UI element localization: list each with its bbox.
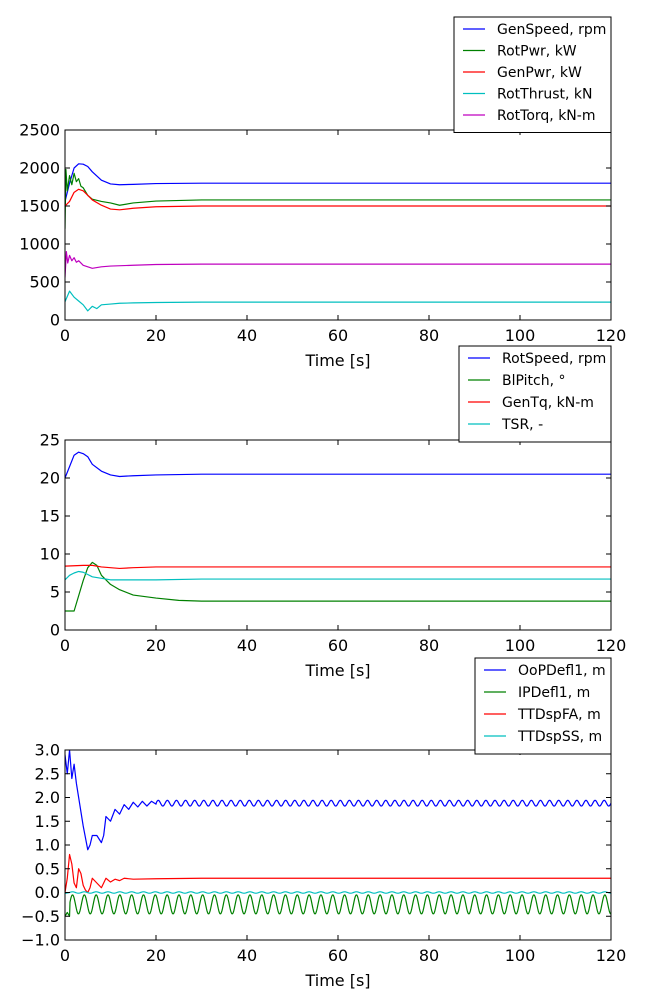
x-tick-label: 40 [237, 946, 257, 965]
plot-area [65, 750, 611, 940]
x-tick-label: 60 [328, 946, 348, 965]
series-line-1 [65, 451, 611, 479]
legend-label: TSR, - [501, 417, 543, 433]
x-tick-label: 0 [60, 636, 70, 655]
y-tick-label: 0.5 [35, 859, 60, 878]
legend-box [458, 345, 612, 443]
x-tick-label: 20 [146, 946, 166, 965]
x-tick-label: 0 [60, 946, 70, 965]
series-line-3 [65, 853, 611, 894]
x-tick-label: 60 [328, 326, 348, 345]
y-tick-label: 1.0 [35, 836, 60, 855]
x-tick-label: 60 [328, 636, 348, 655]
series-line-5 [65, 251, 611, 278]
legend-label: TTDspSS, m [517, 729, 602, 745]
chart-panel-3: 0 20 40 60 80 100 120 −1.0 −0.5 0.0 0.5 1.0 1.5 2.0 2.… [21, 657, 627, 990]
legend-label: RotTorq, kN-m [497, 108, 595, 124]
y-tick-label: 2.5 [35, 764, 60, 783]
legend-label: RotThrust, kN [497, 87, 592, 103]
x-tick-label: 80 [419, 326, 439, 345]
y-tick-label: 0.0 [35, 883, 60, 902]
chart-panel-2: 0 20 40 60 80 100 120 0 5 10 15 20 25 Time [s] RotSpee… [40, 345, 627, 680]
y-tick-label: 1000 [19, 235, 60, 254]
y-tick-label: −0.5 [21, 907, 60, 926]
y-tick-label: 3.0 [35, 741, 60, 760]
series-line-4 [65, 290, 611, 312]
series-line-1 [65, 163, 611, 202]
legend-label: GenSpeed, rpm [497, 22, 606, 38]
y-tick-label: 10 [40, 545, 60, 564]
legend-label: OoPDefl1, m [518, 663, 606, 679]
legend-label: GenTq, kN-m [502, 395, 594, 411]
x-tick-label: 120 [596, 636, 627, 655]
x-tick-label: 80 [419, 636, 439, 655]
y-tick-label: 500 [29, 273, 60, 292]
legend-label: TTDspFA, m [517, 707, 601, 723]
series-line-3 [65, 564, 611, 570]
y-tick-label: 20 [40, 469, 60, 488]
x-tick-label: 40 [237, 326, 257, 345]
series-line-3 [65, 188, 611, 211]
series-group [65, 451, 611, 612]
series-group [65, 163, 611, 312]
x-tick-label: 100 [505, 326, 536, 345]
x-tick-label: 0 [60, 326, 70, 345]
x-tick-label: 40 [237, 636, 257, 655]
x-tick-label: 20 [146, 326, 166, 345]
series-line-2 [65, 894, 611, 917]
plot-area [65, 130, 611, 320]
legend-label: IPDefl1, m [518, 685, 590, 701]
series-line-1 [65, 750, 611, 851]
y-tick-label: 0 [50, 621, 60, 640]
y-tick-label: 25 [40, 431, 60, 450]
x-tick-label: 100 [505, 946, 536, 965]
legend: GenSpeed, rpm RotPwr, kW GenPwr, kW RotThru… [453, 16, 612, 133]
chart-panel-1: 0 20 40 60 80 100 120 0 500 1000 1500 2000 2500 Time … [19, 16, 627, 370]
series-line-4 [65, 891, 611, 895]
x-axis-label: Time [s] [304, 971, 370, 990]
y-tick-label: 5 [50, 583, 60, 602]
legend-box [453, 16, 612, 133]
y-tick-label: 15 [40, 507, 60, 526]
x-axis-label: Time [s] [304, 351, 370, 370]
series-line-4 [65, 570, 611, 581]
x-axis-label: Time [s] [304, 661, 370, 680]
x-tick-label: 120 [596, 326, 627, 345]
x-tick-label: 20 [146, 636, 166, 655]
legend-box [474, 657, 612, 755]
y-tick-label: 0 [50, 311, 60, 330]
legend-label: RotSpeed, rpm [502, 351, 606, 367]
x-tick-label: 100 [505, 636, 536, 655]
legend-label: BlPitch, ° [502, 373, 565, 389]
series-line-2 [65, 168, 611, 229]
y-tick-label: 1500 [19, 197, 60, 216]
y-tick-label: 1.5 [35, 812, 60, 831]
x-tick-label: 80 [419, 946, 439, 965]
legend: OoPDefl1, m IPDefl1, m TTDspFA, m TTDspSS, … [474, 657, 612, 755]
y-tick-label: −1.0 [21, 931, 60, 950]
x-tick-label: 120 [596, 946, 627, 965]
series-group [65, 750, 611, 917]
y-tick-label: 2.0 [35, 788, 60, 807]
y-tick-label: 2500 [19, 121, 60, 140]
legend: RotSpeed, rpm BlPitch, ° GenTq, kN-m TSR, - [458, 345, 612, 443]
legend-label: GenPwr, kW [497, 65, 582, 81]
series-line-2 [65, 561, 611, 612]
legend-label: RotPwr, kW [497, 44, 577, 60]
y-tick-label: 2000 [19, 159, 60, 178]
